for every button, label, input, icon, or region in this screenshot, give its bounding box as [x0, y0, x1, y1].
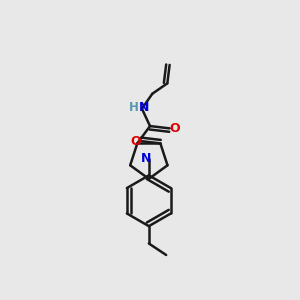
Text: O: O: [169, 122, 180, 135]
Text: N: N: [139, 101, 149, 114]
Text: N: N: [141, 152, 151, 165]
Text: H: H: [129, 101, 139, 114]
Text: O: O: [131, 135, 142, 148]
